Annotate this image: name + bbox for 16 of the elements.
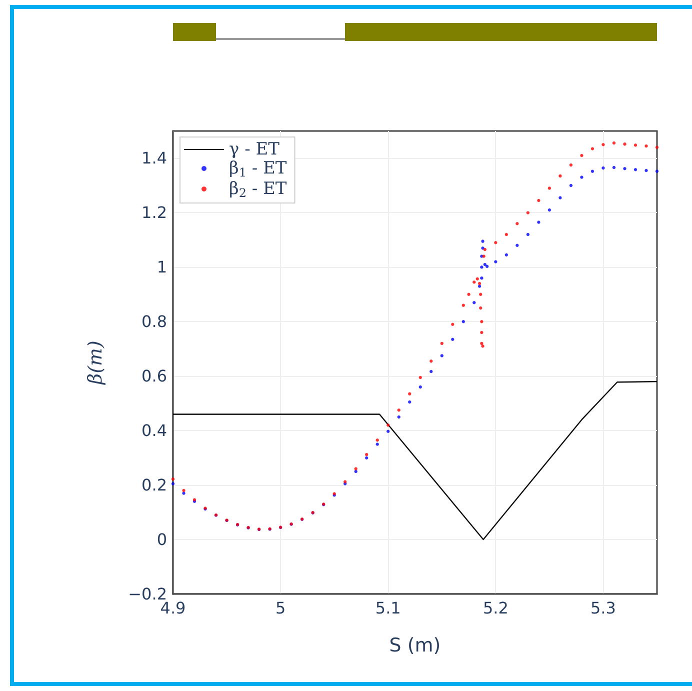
y-tick-label: 0.2 <box>142 476 167 495</box>
x-tick-label: 5.3 <box>590 598 616 618</box>
y-tick-label: 0.4 <box>142 421 167 440</box>
x-tick-label: 5.2 <box>482 598 508 618</box>
x-tick-label: 4.9 <box>160 598 186 618</box>
legend-label: γ - ET <box>229 140 280 160</box>
y-tick-label: 1.4 <box>142 148 167 168</box>
y-tick-label: 0.6 <box>142 366 167 386</box>
y-tick-label: 1.2 <box>142 203 167 222</box>
y-tick-label: 0 <box>156 530 167 550</box>
x-axis-title: S (m) <box>389 634 441 656</box>
x-tick-label: 5.1 <box>375 598 401 618</box>
y-tick-label: 1 <box>156 258 167 277</box>
y-tick-label: 0.8 <box>142 312 167 332</box>
y-axis-title: β(m) <box>84 340 106 386</box>
x-tick-label: 5 <box>275 598 286 618</box>
